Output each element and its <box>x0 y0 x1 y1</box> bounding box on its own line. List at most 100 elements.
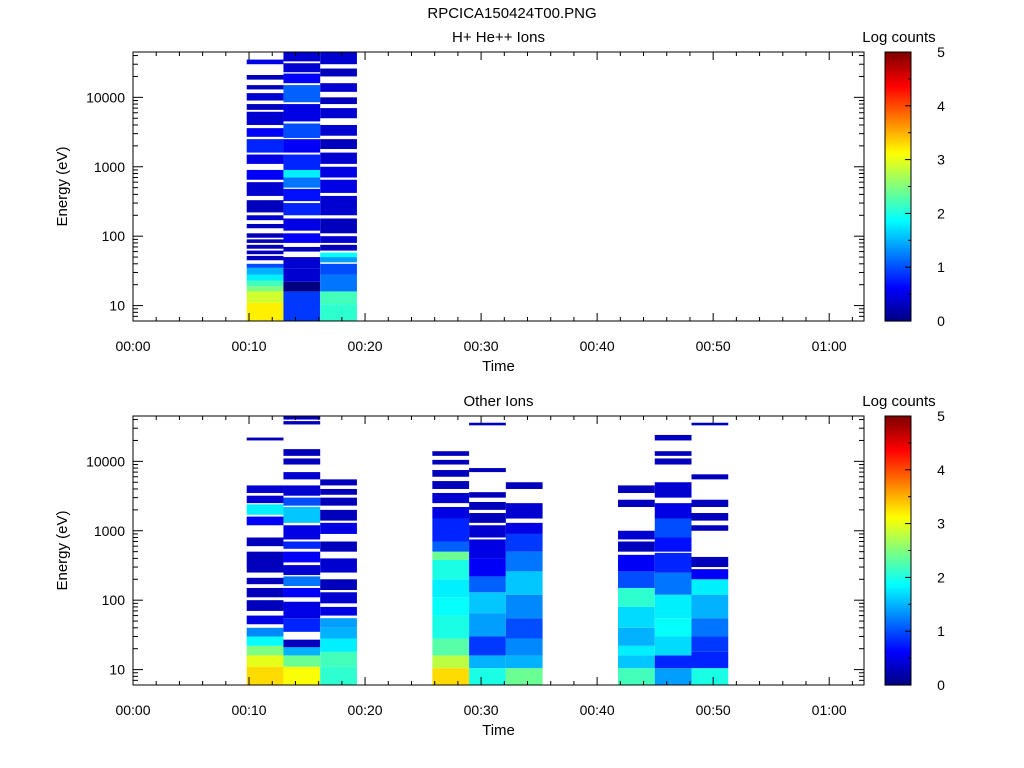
p2-colorbar-step <box>885 523 911 526</box>
p2-data-cell-c1-b0 <box>283 666 321 685</box>
p1-colorbar-step <box>885 318 911 322</box>
p1-colorbar-step <box>885 62 911 66</box>
p1-data-cell-c2-b9 <box>320 195 357 216</box>
p1-x-axis-label: Time <box>482 358 515 375</box>
p2-colorbar-step <box>885 422 911 425</box>
p2-data-cell-c3-b7 <box>432 551 470 560</box>
p2-data-cell-c0-b9 <box>246 551 284 573</box>
p2-data-cell-c3-b14 <box>432 459 470 465</box>
p1-colorbar-step <box>885 218 911 221</box>
p2-data-cell-c5-b9 <box>505 503 543 519</box>
p2-colorbar-step <box>885 437 911 440</box>
p2-colorbar-step <box>885 531 911 535</box>
p2-data-cell-c8-b8 <box>691 525 729 531</box>
p2-colorbar-step <box>885 672 911 676</box>
p2-colorbar-step <box>885 455 911 459</box>
p1-colorbar-step <box>885 129 911 133</box>
p2-data-cell-c5-b1 <box>505 655 543 669</box>
p1-data-cell-c2-b7 <box>320 236 357 243</box>
p1-colorbar-step <box>885 112 911 116</box>
p1-colorbar-step <box>885 316 911 320</box>
p2-colorbar-step <box>885 632 911 636</box>
p1-colorbar-step <box>885 180 911 183</box>
p2-data-cell-c2-b0 <box>320 666 357 685</box>
p2-plot-frame <box>132 415 865 686</box>
p2-x-axis-label: Time <box>482 722 515 739</box>
p1-colorbar-step <box>885 140 911 143</box>
p2-data-cell-c6-b0 <box>618 668 655 685</box>
p2-data-cell-c1-b12 <box>283 506 321 523</box>
p1-data-cell-c1-b4 <box>283 246 321 252</box>
p2-data-cell-c1-b16 <box>283 458 321 465</box>
p1-data-cell-c1-b5 <box>283 233 321 243</box>
p1-data-cell-c0-b23 <box>246 85 284 90</box>
p1-colorbar-step <box>885 89 911 93</box>
p2-data-cell-c5-b8 <box>505 522 543 534</box>
p2-data-cell-c0-b15 <box>246 437 284 441</box>
p2-data-cell-c8-b9 <box>691 513 729 521</box>
p1-colorbar-step <box>885 253 911 257</box>
p1-data-cell-c0-b19 <box>246 128 284 137</box>
p1-colorbar-step <box>885 121 911 125</box>
p1-colorbar-step <box>885 163 911 167</box>
p2-data-cell-c8-b11 <box>691 474 729 480</box>
p2-data-cell-c2-b14 <box>320 479 357 486</box>
p1-colorbar-step <box>885 104 911 108</box>
p2-data-cell-c6-b7 <box>618 554 655 572</box>
p1-data-cell-c1-b11 <box>283 154 321 170</box>
p1-data-cell-c2-b3 <box>320 263 357 275</box>
p1-colorbar-step <box>885 186 911 190</box>
p2-data-cell-c0-b6 <box>246 600 284 611</box>
p2-data-cell-c5-b5 <box>505 571 543 595</box>
p2-colorbar-step <box>885 508 911 512</box>
p2-colorbar-step <box>885 596 911 600</box>
p1-data-cell-c2-b17 <box>320 83 357 92</box>
p2-data-cell-c3-b12 <box>432 481 470 489</box>
p1-colorbar-step <box>885 133 911 137</box>
p2-data-cell-c1-b2 <box>283 647 321 656</box>
p1-colorbar-step <box>885 167 911 171</box>
p1-colorbar-step <box>885 228 911 232</box>
p1-data-cell-c0-b2 <box>246 286 284 292</box>
p2-colorbar-step <box>885 470 911 474</box>
p2-data-cell-c8-b7 <box>691 556 729 568</box>
p2-x-tick-label-6: 01:00 <box>812 702 847 718</box>
p2-colorbar-tick-label-2: 2 <box>937 569 945 585</box>
p1-data-cell-c1-b0 <box>283 291 321 321</box>
p2-colorbar-step <box>885 432 911 436</box>
p2-data-cell-c1-b11 <box>283 525 321 540</box>
p1-data-cell-c0-b5 <box>246 267 284 275</box>
p2-colorbar-step <box>885 430 911 434</box>
p1-colorbar-step <box>885 220 911 223</box>
p2-data-cell-c2-b7 <box>320 579 357 591</box>
p1-data-cell-c2-b18 <box>320 68 357 77</box>
p2-colorbar-step <box>885 525 911 528</box>
p2-colorbar-step <box>885 666 911 669</box>
p2-data-cell-c0-b1 <box>246 655 284 667</box>
p1-colorbar-step <box>885 83 911 87</box>
p2-data-cell-c7-b10 <box>654 482 692 498</box>
p1-colorbar-step <box>885 171 911 175</box>
p1-data-cell-c1-b3 <box>283 257 321 269</box>
p2-colorbar-tick-label-3: 3 <box>937 516 945 532</box>
p1-y-tick-label-2: 1000 <box>94 159 125 175</box>
p2-colorbar-step <box>885 533 911 537</box>
p2-colorbar-step <box>885 493 911 497</box>
p2-y-tick-label-1: 100 <box>102 592 126 608</box>
p2-data-cell-c7-b4 <box>654 594 692 619</box>
p1-colorbar-step <box>885 54 911 57</box>
p2-data-cell-c7-b12 <box>654 451 692 456</box>
p1-colorbar-step <box>885 243 911 246</box>
p1-colorbar-step <box>885 169 911 173</box>
p2-colorbar-step <box>885 500 911 503</box>
p1-colorbar-step <box>885 56 911 59</box>
p1-colorbar-step <box>885 79 911 83</box>
p2-colorbar-step <box>885 592 911 596</box>
p2-colorbar-step <box>885 584 911 587</box>
p1-colorbar-step <box>885 52 911 55</box>
p2-data-cell-c8-b6 <box>691 569 729 580</box>
p2-data-cell-c4-b1 <box>469 655 506 669</box>
p1-colorbar-step <box>885 192 911 196</box>
p1-data-cell-c1-b1 <box>283 281 321 292</box>
